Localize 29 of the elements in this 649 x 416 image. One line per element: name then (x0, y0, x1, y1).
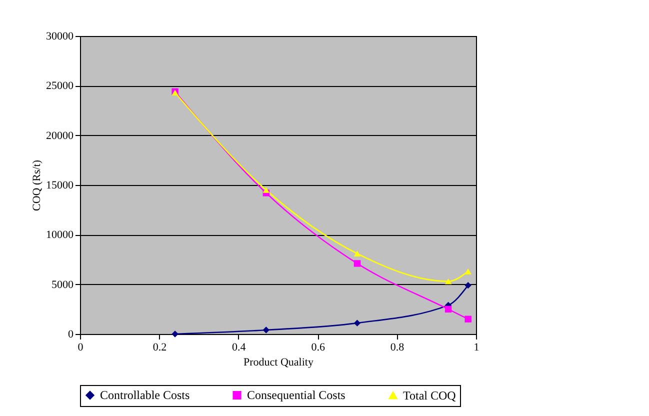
x-tick-label: 0 (78, 342, 84, 354)
legend-label: Controllable Costs (100, 388, 190, 402)
y-axis-title: COQ (Rs/t) (31, 160, 43, 212)
point (444, 278, 452, 284)
point (354, 260, 361, 267)
y-tick-label: 10000 (46, 229, 74, 242)
y-tick-label: 30000 (46, 30, 74, 42)
x-tick-label: 0.8 (390, 342, 405, 354)
y-tick-label: 15000 (46, 180, 74, 192)
y-tick-label: 25000 (46, 80, 74, 92)
point (464, 268, 472, 274)
point (262, 326, 270, 334)
point (262, 187, 270, 193)
point (354, 320, 361, 326)
y-tick-label: 20000 (46, 130, 74, 142)
point (172, 330, 178, 338)
point (464, 316, 472, 322)
point (444, 306, 452, 313)
legend-label: Consequential Costs (247, 388, 346, 402)
point (464, 282, 472, 289)
legend-label: Total COQ (403, 388, 456, 402)
x-tick-label: 1 (474, 342, 480, 354)
x-tick-label: 0.6 (311, 342, 326, 354)
point (354, 250, 361, 256)
x-axis-title: Product Quality (244, 356, 314, 368)
y-tick-label: 0 (68, 328, 74, 340)
y-tick-label: 5000 (52, 278, 74, 291)
x-tick-label: 0.4 (232, 342, 246, 354)
x-tick-label: 0.2 (152, 342, 167, 354)
